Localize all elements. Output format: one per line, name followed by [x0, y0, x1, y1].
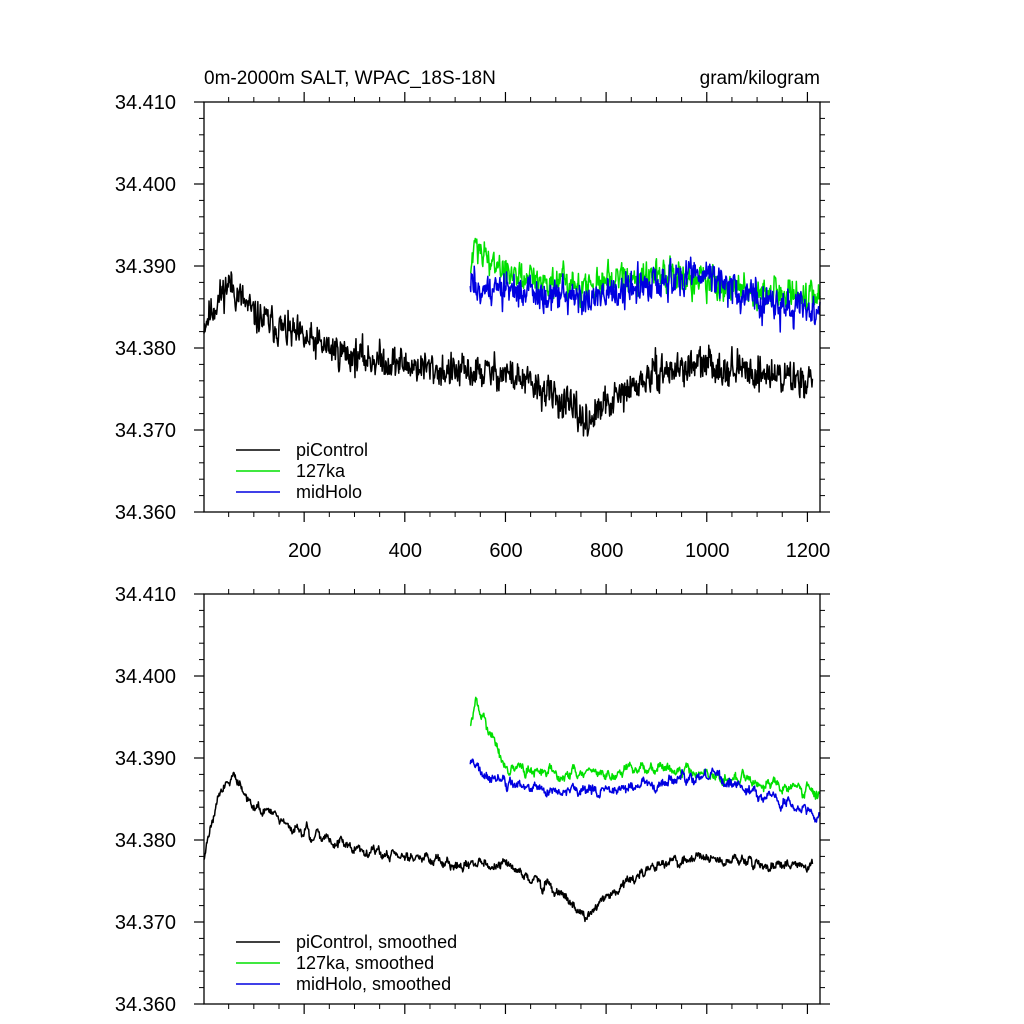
y-tick-label: 34.360: [115, 994, 176, 1016]
y-tick-label: 34.370: [115, 420, 176, 442]
y-tick-label: 34.400: [115, 666, 176, 688]
legend-label: piControl: [296, 440, 368, 460]
legend-label: 127ka, smoothed: [296, 953, 434, 973]
chart-title: 0m-2000m SALT, WPAC_18S-18N: [204, 68, 496, 89]
legend: piControl, smoothed 127ka, smoothed midH…: [236, 932, 457, 994]
y-tick-labels: 34.360 34.370 34.380 34.390 34.400 34.41…: [115, 584, 176, 1016]
legend-label: midHolo: [296, 482, 362, 502]
y-tick-label: 34.380: [115, 830, 176, 852]
y-tick-label: 34.390: [115, 748, 176, 770]
series-picontrol-smoothed-line: [203, 771, 814, 923]
x-tick-label: 1000: [685, 540, 730, 562]
y-tick-label: 34.400: [115, 174, 176, 196]
legend-label: midHolo, smoothed: [296, 974, 451, 994]
legend: piControl 127ka midHolo: [236, 440, 368, 502]
y-tick-label: 34.380: [115, 338, 176, 360]
series-midholo-line: [469, 256, 821, 333]
y-tick-label: 34.390: [115, 256, 176, 278]
y-tick-label: 34.410: [115, 584, 176, 606]
bottom-panel: 34.360 34.370 34.380 34.390 34.400 34.41…: [115, 584, 830, 1016]
x-tick-label: 1200: [786, 540, 831, 562]
x-tick-label: 800: [590, 540, 623, 562]
series-midholo-smoothed-line: [469, 758, 821, 823]
plot-frame: [203, 593, 821, 1005]
series-127ka-smoothed-line: [469, 696, 821, 800]
legend-label: 127ka: [296, 461, 346, 481]
legend-label: piControl, smoothed: [296, 932, 457, 952]
plot-frame: [203, 101, 821, 513]
top-panel: 0m-2000m SALT, WPAC_18S-18N gram/kilogra…: [115, 68, 830, 562]
y-tick-labels: 34.360 34.370 34.380 34.390 34.400 34.41…: [115, 92, 176, 524]
units-label: gram/kilogram: [700, 68, 820, 89]
series-picontrol-line: [203, 271, 814, 437]
x-tick-label: 200: [288, 540, 321, 562]
y-tick-label: 34.360: [115, 502, 176, 524]
y-tick-label: 34.410: [115, 92, 176, 114]
x-tick-labels: 200 400 600 800 1000 1200: [288, 540, 830, 562]
x-tick-label: 400: [389, 540, 422, 562]
y-tick-label: 34.370: [115, 912, 176, 934]
x-tick-label: 600: [489, 540, 522, 562]
